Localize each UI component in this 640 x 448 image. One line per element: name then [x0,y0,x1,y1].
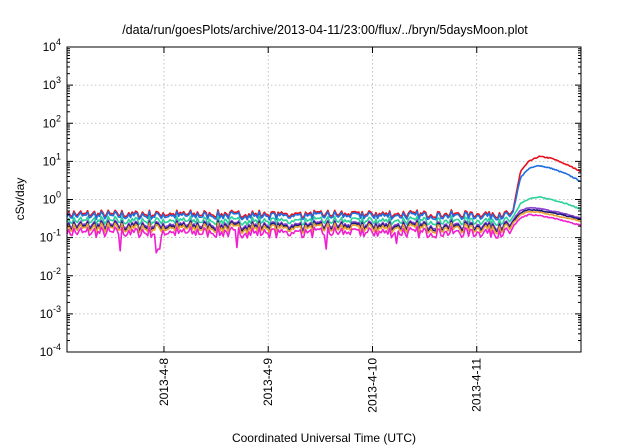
y-tick-label: 102 [43,113,61,130]
y-tick-label: 10-2 [40,266,61,283]
x-tick-label: 2013-4-9 [261,358,275,406]
y-tick-label: 104 [43,37,61,54]
y-tick-label: 10-4 [40,342,61,359]
y-tick-label: 10-1 [40,228,61,245]
y-axis-label: cSv/day [13,178,27,221]
x-tick-label: 2013-4-8 [157,358,171,406]
y-tick-label: 101 [43,151,61,168]
x-axis-label: Coordinated Universal Time (UTC) [232,431,416,445]
y-tick-label: 103 [43,75,61,92]
series-line-1 [66,155,582,219]
series-line-7 [66,213,582,254]
x-tick-label: 2013-4-11 [470,358,484,412]
series-line-5 [66,208,582,233]
x-tick-label: 2013-4-10 [365,358,379,413]
grid [67,47,581,352]
series-group [66,155,582,254]
y-axis: 10-4 10-3 10-2 10-1 100 101 102 103 104 [40,37,581,359]
y-tick-label: 100 [43,190,61,207]
series-line-3 [66,195,582,226]
series-line-4 [66,206,582,231]
series-line-6 [66,210,582,235]
x-axis: 2013-4-8 2013-4-9 2013-4-10 2013-4-11 [157,47,484,413]
chart-title: /data/run/goesPlots/archive/2013-04-11/2… [122,23,528,37]
series-line-2 [66,164,582,221]
y-tick-label: 10-3 [40,304,61,321]
